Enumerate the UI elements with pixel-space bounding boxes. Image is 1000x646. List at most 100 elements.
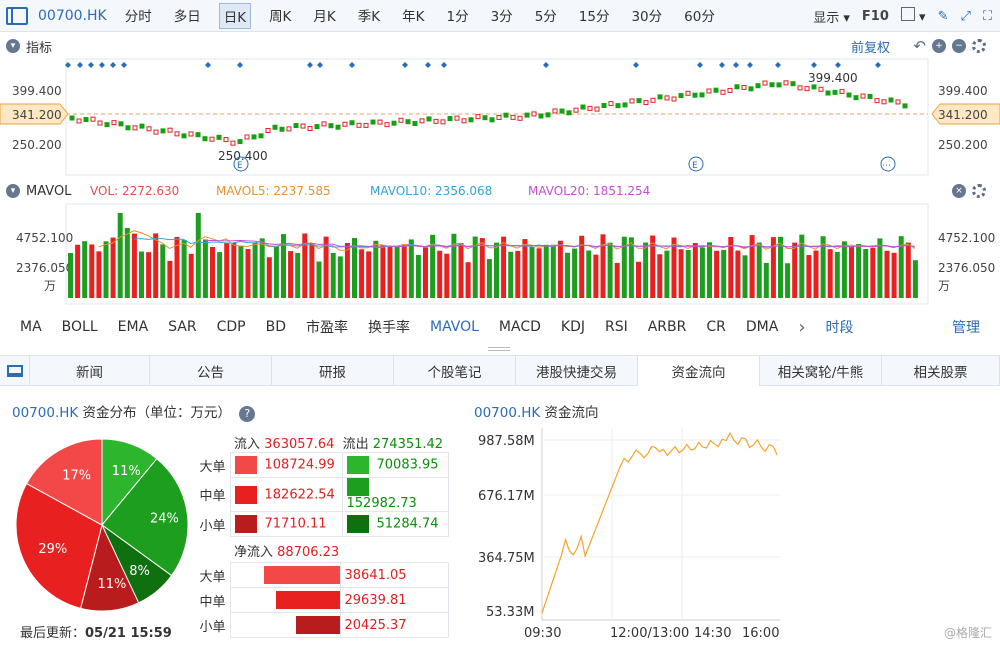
volume-bar — [820, 236, 826, 298]
candle — [482, 115, 488, 121]
pie-slice-label: 11% — [98, 577, 127, 592]
fullscreen-icon[interactable]: ⛶ — [982, 8, 992, 24]
period-tab[interactable]: 1分 — [446, 8, 469, 25]
event-marker-1[interactable] — [233, 156, 249, 172]
collapse-icon[interactable]: ▾ — [6, 39, 20, 53]
candle — [657, 94, 663, 100]
indicator-tab[interactable]: CDP — [216, 319, 246, 335]
volume-bar — [146, 252, 152, 298]
candle — [97, 120, 103, 126]
indicator-tab[interactable]: BOLL — [61, 319, 98, 335]
volume-bar — [763, 262, 769, 298]
candle — [503, 112, 509, 118]
bottom-tab[interactable]: 研报 — [272, 356, 394, 386]
adjust-button[interactable]: 前复权 — [850, 40, 890, 56]
period-tab[interactable]: 日K — [218, 2, 252, 29]
indicator-tab[interactable]: MACD — [498, 319, 541, 335]
indicator-tab[interactable]: EMA — [117, 319, 149, 335]
manage-button[interactable]: 管理 — [952, 320, 980, 336]
volume-bar — [628, 237, 634, 298]
candle — [818, 86, 824, 92]
signal-marker — [88, 62, 94, 68]
indicator-tab[interactable]: MA — [20, 319, 42, 335]
period-tab[interactable]: 周K — [269, 8, 292, 25]
indicator-tab[interactable]: 换手率 — [368, 320, 410, 336]
expand-icon[interactable]: ⤢ — [960, 8, 971, 24]
candle — [559, 108, 565, 114]
f10-button[interactable]: F10 — [861, 8, 889, 24]
period-tab[interactable]: 月K — [313, 8, 336, 25]
period-tab[interactable]: 分时 — [124, 8, 152, 25]
bottom-tab[interactable]: 个股笔记 — [394, 356, 516, 386]
candle — [426, 116, 432, 122]
indicator-tab[interactable]: DMA — [745, 319, 779, 335]
distribution-title: 00700.HK 资金分布（单位：万元） ? — [12, 401, 256, 422]
volume-bar — [856, 244, 862, 298]
indicator-tab[interactable]: ARBR — [647, 319, 687, 335]
period-tab[interactable]: 30分 — [631, 8, 663, 25]
draw-icon[interactable]: ✎ — [937, 8, 949, 24]
indicator-tab[interactable]: CR — [706, 319, 726, 335]
more-events-marker[interactable] — [880, 156, 896, 172]
panel-toggle-icon[interactable] — [0, 356, 30, 386]
period-tab[interactable]: 年K — [402, 8, 425, 25]
stock-code[interactable]: 00700.HK — [38, 7, 107, 24]
bottom-tab[interactable]: 港股快捷交易 — [516, 356, 638, 386]
indicator-tab[interactable]: SAR — [168, 319, 197, 335]
candlestick-chart[interactable]: 399.400 341.200 250.200 399.400 341.200 … — [0, 58, 1000, 176]
volume-bar — [387, 246, 393, 298]
checkbox-dropdown[interactable]: ▾ — [900, 7, 926, 25]
mavol-header: ▾ MAVOL VOL: 2272.630 MAVOL5: 2237.585 M… — [0, 180, 1000, 202]
undo-icon[interactable]: ↶ — [913, 37, 926, 55]
inflow-value: 108724.99 — [264, 457, 335, 473]
mavol-close-icon[interactable]: × — [952, 184, 966, 198]
zoom-in-icon[interactable]: + — [932, 39, 946, 53]
candle — [293, 123, 299, 129]
volume-bar — [359, 249, 365, 298]
mavol-gear-icon[interactable] — [972, 184, 986, 198]
period-tab[interactable]: 15分 — [578, 8, 610, 25]
candle — [230, 140, 236, 146]
display-dropdown[interactable]: 显示 ▾ — [813, 10, 850, 26]
indicator-tab[interactable]: RSI — [604, 319, 628, 335]
volume-bar — [884, 250, 890, 298]
period-tab[interactable]: 多日 — [173, 8, 201, 25]
signal-marker — [719, 62, 725, 68]
volume-chart[interactable]: 4752.100 2376.050 万 4752.100 2376.050 万 — [0, 203, 1000, 307]
bottom-tab[interactable]: 相关窝轮/牛熊 — [760, 356, 882, 386]
candle — [888, 97, 894, 103]
candle — [713, 87, 719, 93]
mavol5-value: MAVOL5: 2237.585 — [216, 184, 331, 198]
period-tab[interactable]: 3分 — [490, 8, 513, 25]
indicator-tab[interactable]: KDJ — [560, 319, 585, 335]
indicator-tab[interactable]: 市盈率 — [306, 320, 348, 336]
period-tab[interactable]: 60分 — [684, 8, 715, 25]
net-row-label: 小单 — [199, 619, 226, 635]
volume-bar — [657, 254, 663, 298]
period-tab[interactable]: 5分 — [534, 8, 557, 25]
candle — [111, 120, 117, 126]
candle — [587, 105, 593, 111]
bottom-tab[interactable]: 公告 — [150, 356, 272, 386]
bottom-tab[interactable]: 资金流向 — [638, 356, 760, 386]
resize-handle[interactable] — [488, 347, 510, 351]
volume-bar — [721, 249, 727, 298]
time-period-button[interactable]: 时段 — [825, 320, 854, 336]
pie-slice-label: 8% — [129, 564, 150, 579]
bottom-tab[interactable]: 新闻 — [30, 356, 150, 386]
indicator-tab[interactable]: MAVOL — [430, 319, 479, 335]
zoom-out-icon[interactable]: − — [952, 39, 966, 53]
period-tab[interactable]: 季K — [357, 8, 381, 25]
candle — [846, 92, 852, 98]
indicator-tab[interactable]: BD — [265, 319, 286, 335]
help-icon[interactable]: ? — [239, 406, 256, 422]
scroll-right-icon[interactable]: › — [798, 316, 806, 338]
signal-marker — [121, 62, 127, 68]
row-label: 中单 — [199, 489, 226, 504]
event-marker-2[interactable] — [688, 156, 704, 172]
mavol-collapse-icon[interactable]: ▾ — [6, 184, 20, 198]
sidebar-toggle-icon[interactable] — [6, 6, 28, 25]
bottom-tab[interactable]: 相关股票 — [882, 356, 1000, 386]
candle — [384, 122, 390, 128]
gear-icon[interactable] — [972, 39, 986, 53]
